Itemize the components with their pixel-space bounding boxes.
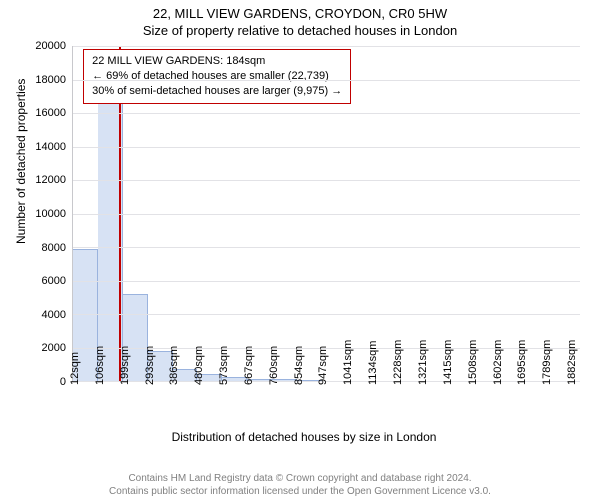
annotation-box: 22 MILL VIEW GARDENS: 184sqm← 69% of det…: [83, 49, 351, 104]
x-tick-label: 854sqm: [289, 346, 305, 385]
gridline-h: [73, 113, 580, 114]
y-tick-label: 2000: [42, 342, 72, 354]
y-tick-label: 4000: [42, 309, 72, 321]
x-tick-label: 106sqm: [90, 346, 106, 385]
gridline-h: [73, 147, 580, 148]
gridline-h: [73, 80, 580, 81]
y-tick-label: 10000: [35, 208, 72, 220]
x-tick-label: 1602sqm: [488, 340, 504, 385]
plot-inner: 22 MILL VIEW GARDENS: 184sqm← 69% of det…: [72, 46, 580, 382]
annotation-line: ← 69% of detached houses are smaller (22…: [92, 69, 342, 84]
x-tick-label: 1321sqm: [413, 340, 429, 385]
x-tick-label: 947sqm: [313, 346, 329, 385]
gridline-h: [73, 214, 580, 215]
gridline-h: [73, 281, 580, 282]
x-tick-label: 293sqm: [140, 346, 156, 385]
y-tick-label: 20000: [35, 40, 72, 52]
annotation-line: 30% of semi-detached houses are larger (…: [92, 84, 342, 99]
x-tick-label: 1789sqm: [537, 340, 553, 385]
x-tick-label: 1695sqm: [512, 340, 528, 385]
x-tick-label: 760sqm: [264, 346, 280, 385]
title-block: 22, MILL VIEW GARDENS, CROYDON, CR0 5HW …: [0, 0, 600, 40]
x-tick-label: 1228sqm: [388, 340, 404, 385]
y-tick-label: 0: [60, 376, 72, 388]
x-tick-label: 1415sqm: [438, 340, 454, 385]
address-title: 22, MILL VIEW GARDENS, CROYDON, CR0 5HW: [0, 6, 600, 23]
x-tick-label: 386sqm: [164, 346, 180, 385]
y-tick-label: 14000: [35, 141, 72, 153]
attribution-footer: Contains HM Land Registry data © Crown c…: [0, 473, 600, 498]
y-tick-label: 16000: [35, 107, 72, 119]
gridline-h: [73, 247, 580, 248]
y-tick-label: 8000: [42, 242, 72, 254]
x-axis-label: Distribution of detached houses by size …: [24, 430, 584, 444]
subtitle: Size of property relative to detached ho…: [0, 23, 600, 40]
gridline-h: [73, 314, 580, 315]
gridline-h: [73, 180, 580, 181]
x-tick-label: 480sqm: [189, 346, 205, 385]
annotation-line: 22 MILL VIEW GARDENS: 184sqm: [92, 54, 342, 69]
footer-line-1: Contains HM Land Registry data © Crown c…: [0, 473, 600, 486]
x-tick-label: 1134sqm: [363, 341, 379, 385]
plot-area: 22 MILL VIEW GARDENS: 184sqm← 69% of det…: [72, 46, 580, 382]
y-tick-label: 6000: [42, 275, 72, 287]
x-tick-label: 1508sqm: [463, 340, 479, 385]
x-tick-label: 1882sqm: [562, 340, 578, 385]
chart: Number of detached properties 22 MILL VI…: [24, 44, 584, 444]
y-axis-label: Number of detached properties: [14, 79, 28, 244]
x-tick-label: 1041sqm: [338, 340, 354, 385]
y-tick-label: 18000: [35, 74, 72, 86]
x-tick-label: 667sqm: [239, 346, 255, 385]
y-tick-label: 12000: [35, 174, 72, 186]
x-tick-label: 573sqm: [214, 346, 230, 385]
x-tick-label: 199sqm: [115, 346, 131, 385]
gridline-h: [73, 46, 580, 47]
footer-line-2: Contains public sector information licen…: [0, 486, 600, 499]
